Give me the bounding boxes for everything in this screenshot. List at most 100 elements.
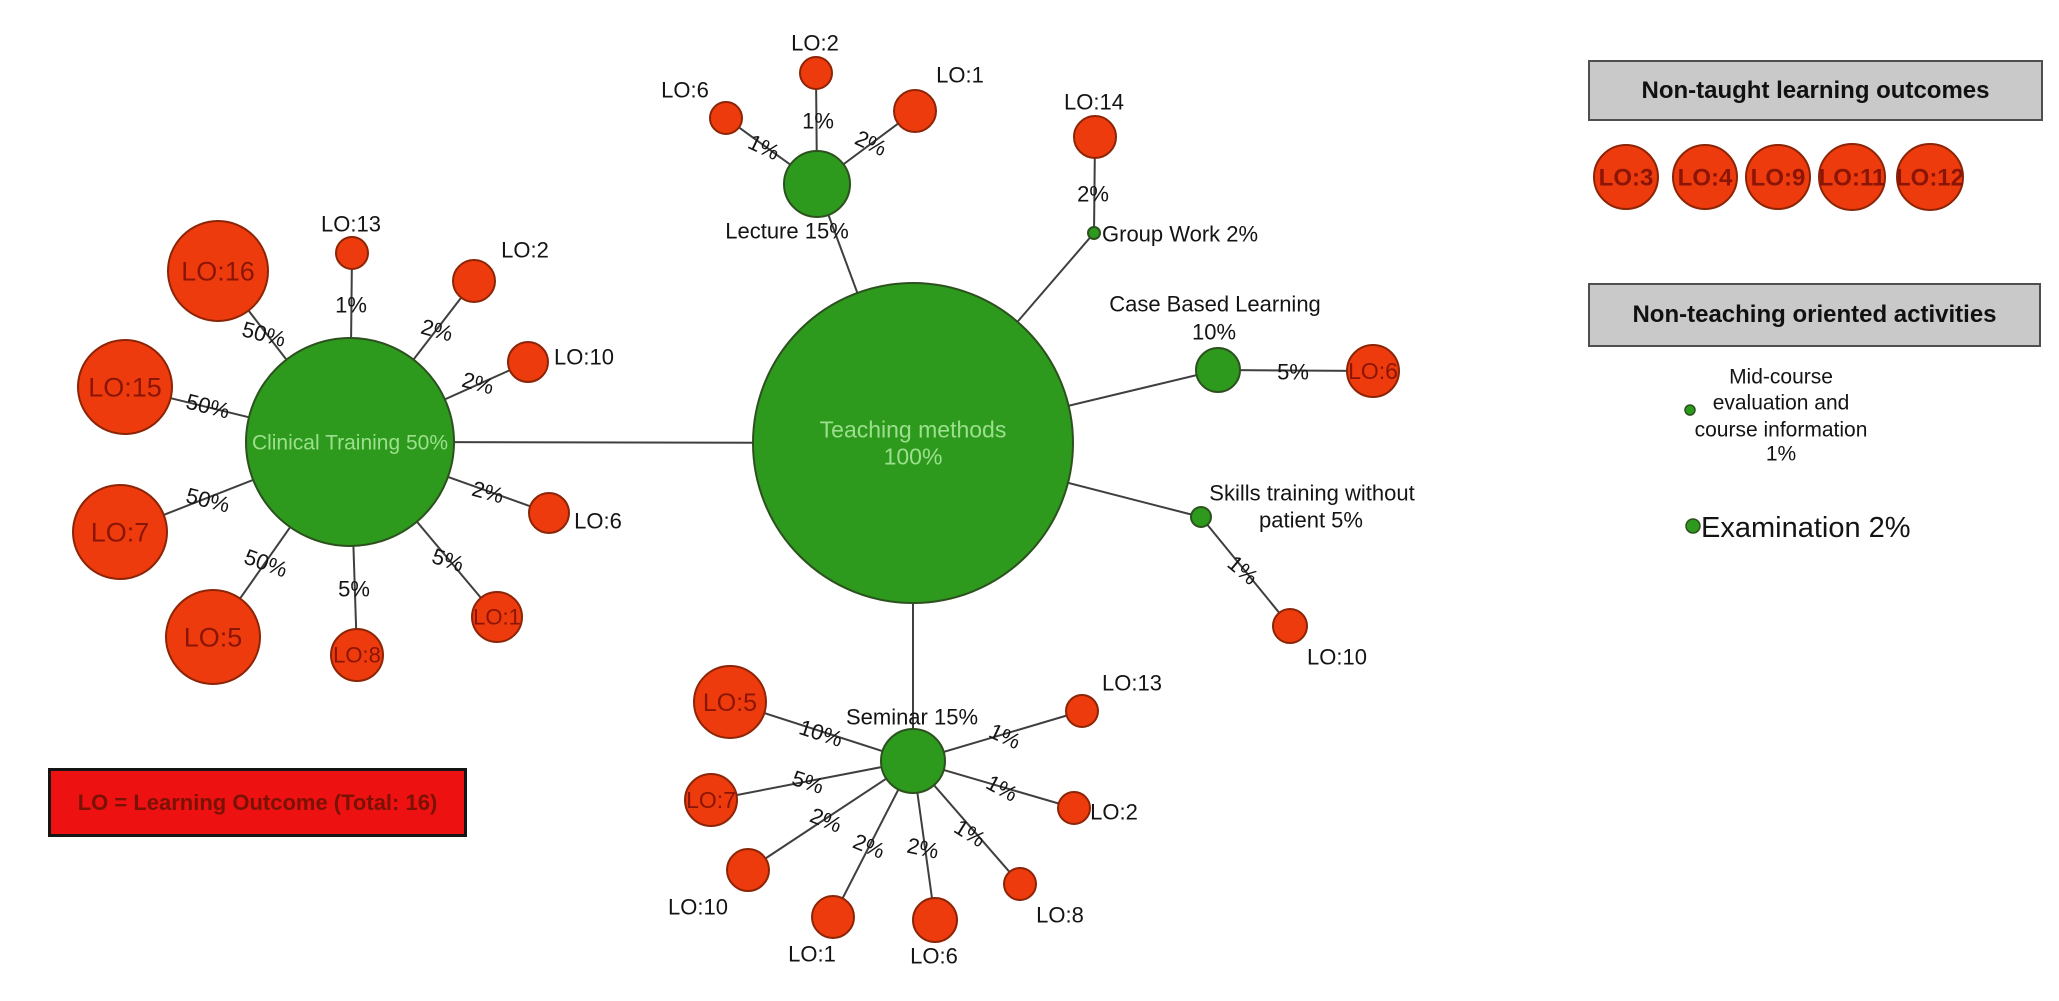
node-outside-label: LO:13 — [1102, 671, 1162, 696]
node-inside-label: LO:11 — [1819, 164, 1886, 191]
node-c10: LO:10 — [507, 341, 614, 383]
node-cbl6: LO:6 — [1346, 344, 1400, 398]
learning-outcome-circle — [1003, 867, 1037, 901]
node-s13: LO:13 — [1065, 671, 1162, 728]
node-s7: LO:7 — [684, 773, 738, 827]
node-c2: LO:2 — [452, 238, 549, 303]
node-n12: LO:12 — [1896, 143, 1964, 211]
node-lecture: Lecture 15% — [725, 150, 851, 244]
activity-label: Examination 2% — [1701, 512, 1911, 544]
node-l1: LO:1 — [893, 63, 984, 133]
learning-outcome-circle — [452, 259, 496, 303]
edge-percent-label: 5% — [789, 765, 827, 799]
edge-percent-label: 1% — [1223, 550, 1263, 590]
node-outside-label: LO:10 — [1307, 645, 1367, 670]
learning-outcome-circle — [1672, 144, 1738, 210]
activity-examination: Examination 2% — [1685, 512, 1911, 544]
node-c16: LO:16 — [167, 220, 269, 322]
edge-percent-label: 1% — [802, 109, 834, 134]
learning-outcome-circle — [1272, 608, 1308, 644]
edge-skills-sk10 — [1200, 516, 1291, 627]
learning-outcome-circle — [1896, 143, 1964, 211]
node-inside-label: LO:8 — [333, 643, 381, 668]
edge-percent-label: 5% — [429, 543, 467, 577]
node-s10: LO:10 — [668, 848, 770, 920]
node-inside-label: LO:12 — [1896, 164, 1964, 191]
learning-outcome-circle — [799, 56, 833, 90]
learning-outcome-circle — [72, 484, 168, 580]
learning-outcome-circle — [1057, 791, 1091, 825]
node-inside-label: LO:16 — [181, 256, 255, 286]
edge-percent-label: 2% — [807, 803, 846, 838]
edge-percent-label: 1% — [982, 770, 1022, 807]
node-c15: LO:15 — [77, 339, 173, 435]
edge-percent-label: 2% — [459, 367, 496, 399]
node-outside-label: Case Based Learning — [1109, 292, 1321, 317]
node-c6: LO:6 — [528, 492, 622, 534]
edge-percent-label: 2% — [851, 125, 890, 161]
node-outside-label: LO:1 — [788, 942, 836, 967]
node-outside-label: LO:2 — [791, 31, 839, 56]
node-n3: LO:3 — [1593, 144, 1659, 210]
legend-box: LO = Learning Outcome (Total: 16) — [48, 768, 467, 837]
node-outside-label: 10% — [1192, 320, 1236, 345]
learning-outcome-circle — [167, 220, 269, 322]
node-outside-label: LO:13 — [321, 212, 381, 237]
node-n11: LO:11 — [1818, 143, 1886, 211]
node-n9: LO:9 — [1745, 144, 1811, 210]
node-c8: LO:8 — [330, 628, 384, 682]
node-clinical: Clinical Training 50% — [245, 337, 455, 547]
node-outside-label: Group Work 2% — [1102, 222, 1258, 247]
learning-outcome-circle — [528, 492, 570, 534]
edge-percent-label: 1% — [950, 814, 990, 852]
edge-percent-label: 2% — [1077, 182, 1109, 207]
learning-outcome-circle — [1073, 115, 1117, 159]
node-inside-label: LO:7 — [91, 517, 150, 547]
edge-percent-label: 2% — [469, 476, 506, 508]
activity-mid-course-evaluation: Mid-course evaluation and course informati… — [1684, 365, 1867, 465]
node-outside-label: Lecture 15% — [725, 219, 849, 244]
method-circle — [1087, 226, 1101, 240]
edge-percent-label: 50% — [184, 483, 233, 518]
learning-outcome-circle — [1593, 144, 1659, 210]
edge-seminar-s7 — [710, 760, 914, 801]
node-outside-label: Skills training without — [1209, 481, 1414, 506]
method-circle — [880, 728, 946, 794]
node-inside-label: LO:3 — [1599, 164, 1654, 191]
learning-outcome-circle — [912, 897, 958, 943]
method-circle — [783, 150, 851, 218]
non-teaching-header: Non-teaching oriented activities — [1588, 283, 2041, 347]
node-outside-label: LO:6 — [910, 944, 958, 969]
edge-percent-label: 10% — [796, 714, 846, 751]
learning-outcome-circle — [165, 589, 261, 685]
activity-dot — [1685, 518, 1701, 534]
activity-dot — [1684, 404, 1696, 416]
learning-outcome-circle — [811, 895, 855, 939]
method-circle — [1190, 506, 1212, 528]
node-inside-label: LO:4 — [1678, 164, 1733, 191]
node-seminar: Seminar 15% — [846, 705, 978, 794]
node-gw14: LO:14 — [1064, 90, 1124, 159]
edge-percent-label: 2% — [850, 829, 889, 864]
activity-label: evaluation and — [1713, 391, 1850, 414]
node-s5: LO:5 — [693, 665, 767, 739]
edge-percent-label: 50% — [184, 389, 233, 424]
learning-outcome-circle — [709, 101, 743, 135]
activity-label: Mid-course — [1729, 365, 1833, 388]
node-l6: LO:6 — [661, 78, 743, 135]
learning-outcome-circle — [507, 341, 549, 383]
node-inside-label: LO:15 — [88, 372, 162, 402]
learning-outcome-circle — [330, 628, 384, 682]
node-inside-label: LO:5 — [703, 689, 757, 717]
learning-outcome-circle — [726, 848, 770, 892]
node-inside-label: Clinical Training 50% — [252, 431, 448, 454]
node-teaching: Teaching methods 100% — [752, 282, 1074, 604]
node-s1: LO:1 — [788, 895, 855, 967]
edge-percent-label: 2% — [905, 833, 941, 864]
edge-percent-label: 5% — [1277, 360, 1309, 385]
node-outside-label: LO:1 — [936, 63, 984, 88]
node-inside-label: LO:9 — [1751, 164, 1806, 191]
